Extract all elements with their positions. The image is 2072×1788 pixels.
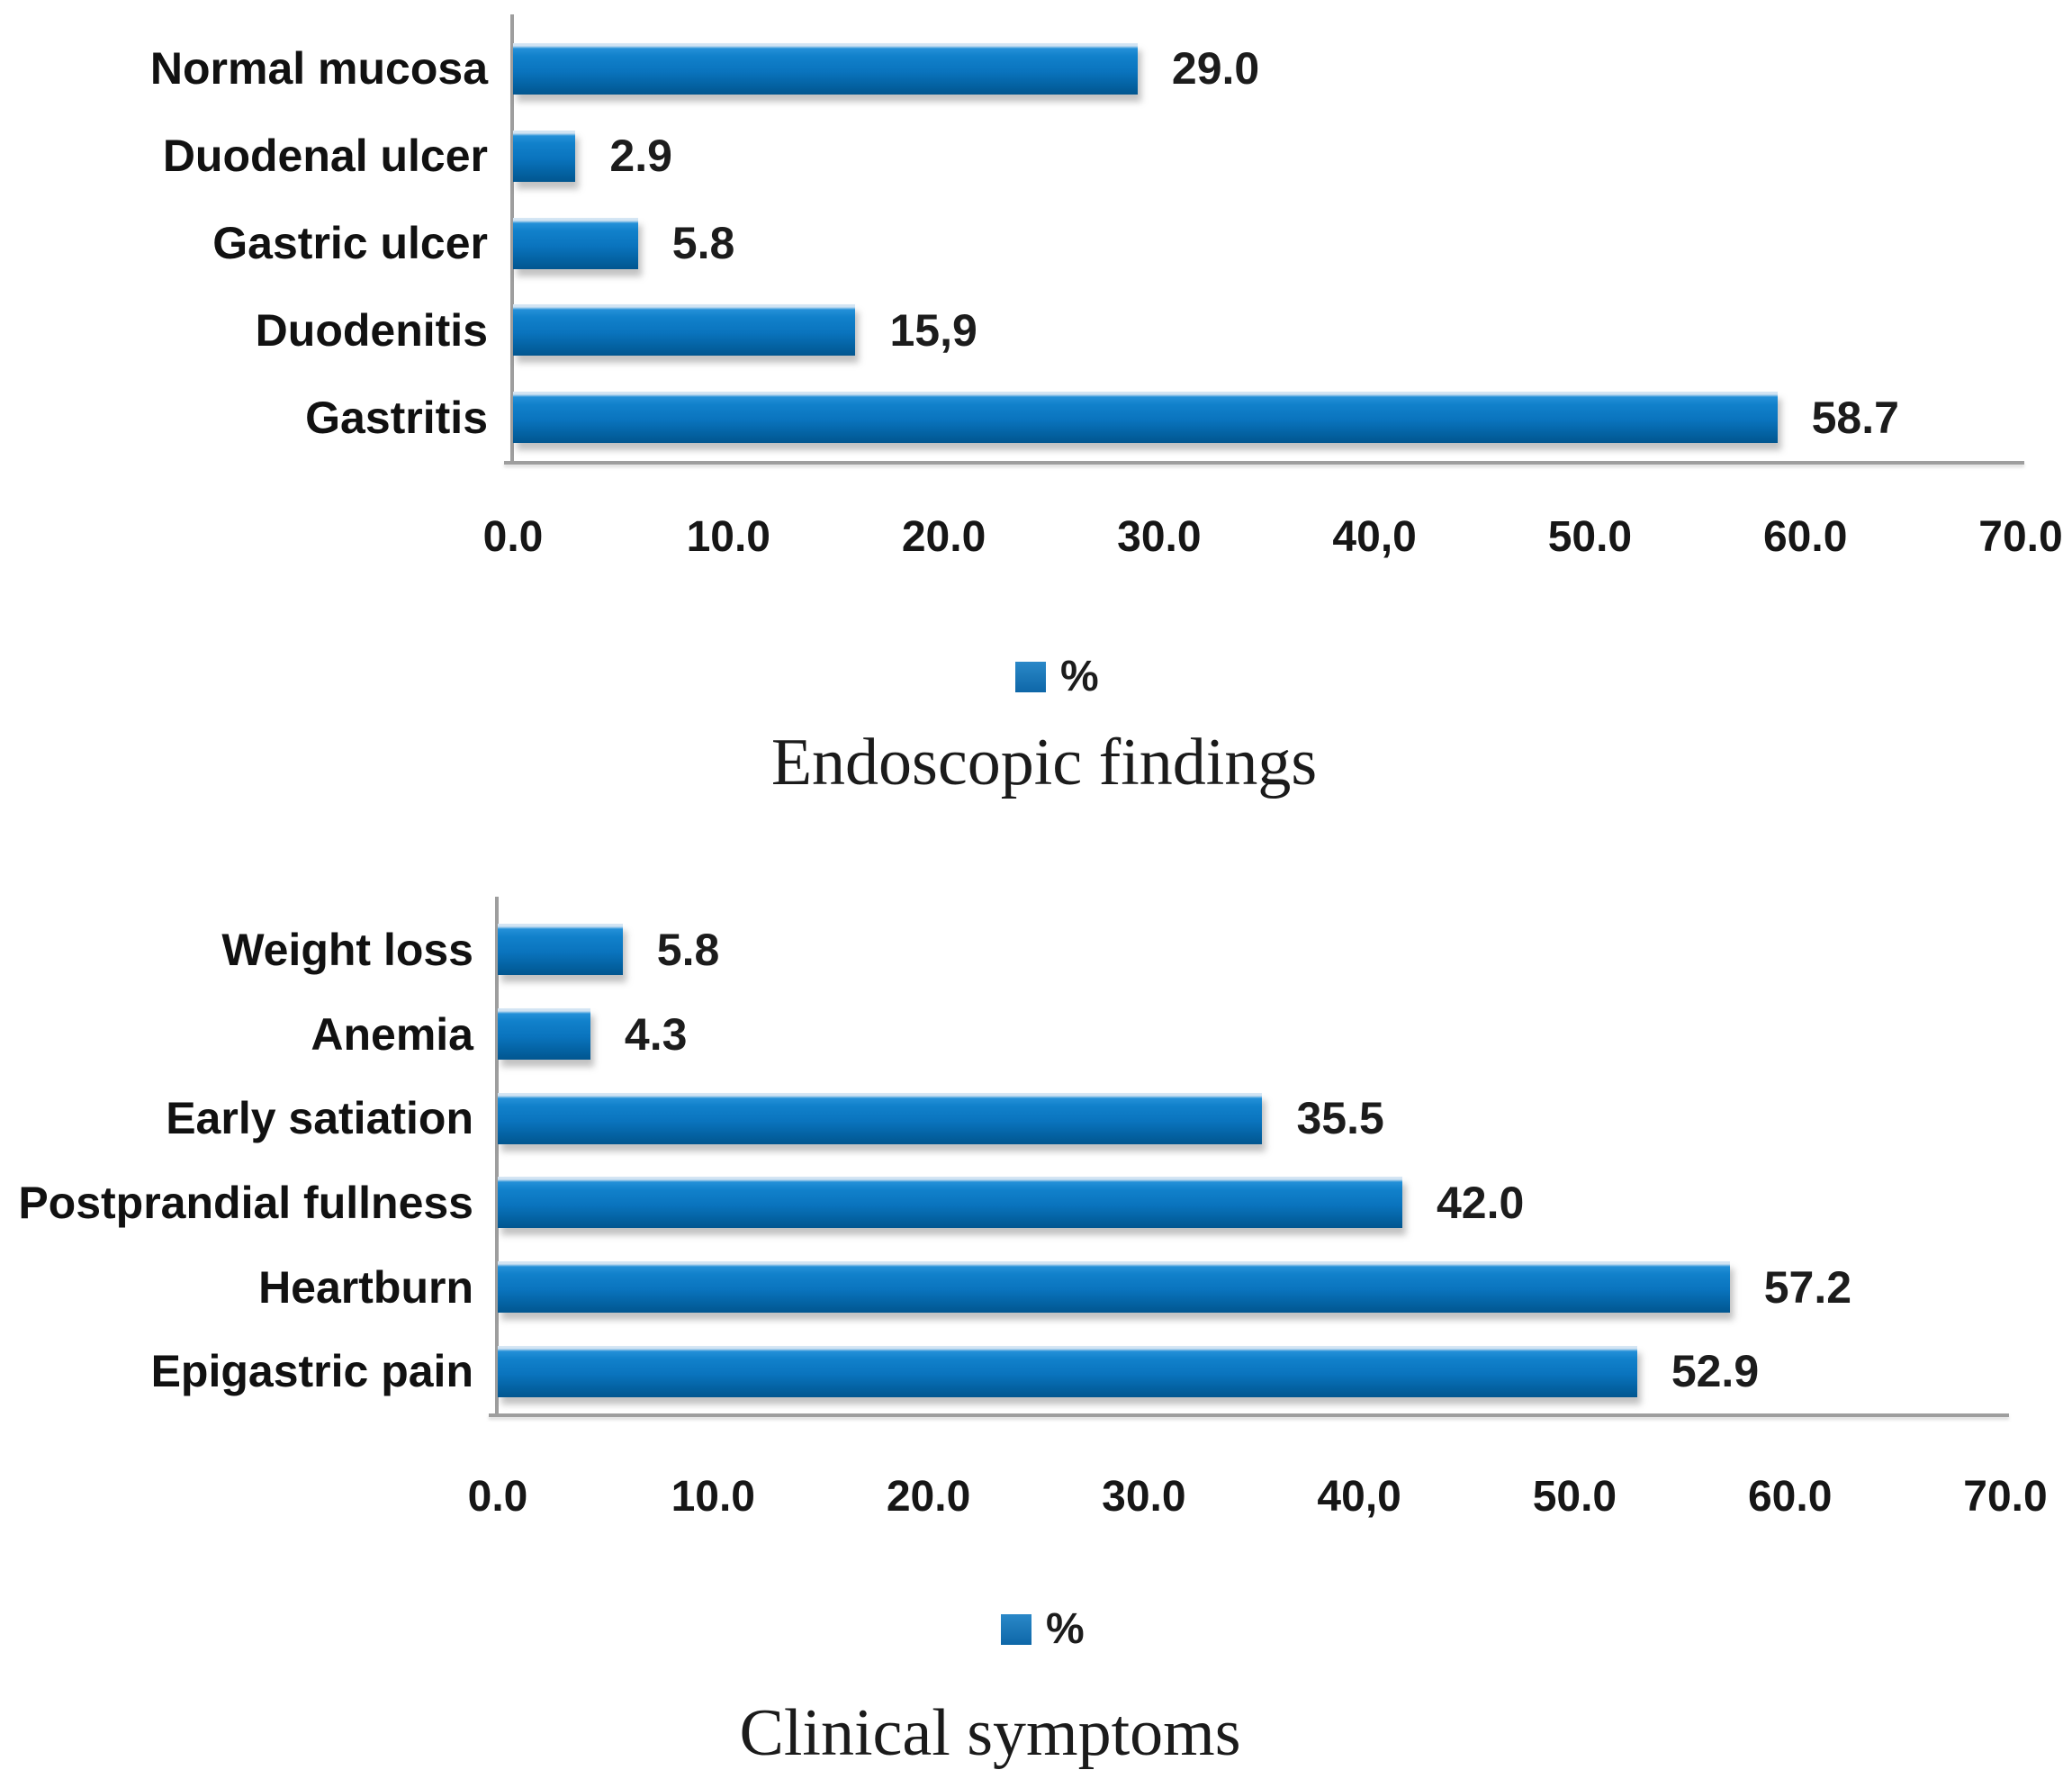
- x-tick-20.0: 20.0: [886, 1473, 971, 1521]
- bar-heartburn: [498, 1261, 1730, 1313]
- bar-epigastric-pain: [498, 1345, 1637, 1397]
- x-tick-20.0: 20.0: [901, 513, 986, 561]
- category-label-weight-loss: Weight loss: [221, 924, 473, 975]
- category-label-duodenitis: Duodenitis: [255, 304, 488, 356]
- legend-swatch-icon: [1015, 662, 1046, 692]
- x-tick-40,0: 40,0: [1317, 1473, 1401, 1521]
- x-tick-10.0: 10.0: [671, 1473, 755, 1521]
- x-tick-30.0: 30.0: [1117, 513, 1202, 561]
- x-tick-70.0: 70.0: [1978, 513, 2063, 561]
- bar-duodenitis: [513, 304, 856, 357]
- category-label-postprandial-fullness: Postprandial fullness: [18, 1177, 473, 1228]
- x-axis-line: [504, 461, 2024, 465]
- x-tick-60.0: 60.0: [1762, 513, 1848, 561]
- category-label-epigastric-pain: Epigastric pain: [150, 1346, 473, 1397]
- bar-anemia: [498, 1008, 590, 1060]
- value-label-epigastric-pain: 52.9: [1671, 1346, 1760, 1397]
- legend-swatch-icon: [1001, 1614, 1031, 1645]
- bar-postprandial-fullness: [498, 1177, 1402, 1229]
- category-label-normal-mucosa: Normal mucosa: [149, 43, 488, 95]
- value-label-anemia: 4.3: [624, 1008, 688, 1060]
- value-label-duodenal-ulcer: 2.9: [609, 131, 672, 182]
- bar-gastric-ulcer: [513, 217, 638, 269]
- legend-endoscopic: %: [1015, 653, 1099, 700]
- value-label-postprandial-fullness: 42.0: [1437, 1177, 1525, 1228]
- category-label-gastric-ulcer: Gastric ulcer: [212, 218, 488, 268]
- x-tick-50.0: 50.0: [1532, 1473, 1617, 1521]
- y-axis-line: [510, 14, 514, 461]
- category-label-heartburn: Heartburn: [258, 1261, 473, 1313]
- legend-label: %: [1060, 653, 1099, 700]
- x-tick-0.0: 0.0: [467, 1473, 528, 1521]
- category-label-anemia: Anemia: [311, 1008, 473, 1060]
- chart-title-endoscopic-findings: Endoscopic findings: [770, 726, 1318, 799]
- category-label-gastritis: Gastritis: [305, 392, 488, 443]
- legend-clinical: %: [1001, 1605, 1085, 1653]
- bar-duodenal-ulcer: [513, 130, 576, 182]
- value-label-weight-loss: 5.8: [656, 924, 720, 975]
- x-tick-70.0: 70.0: [1963, 1473, 2048, 1521]
- category-label-duodenal-ulcer: Duodenal ulcer: [162, 131, 488, 182]
- x-axis-line: [489, 1413, 2009, 1417]
- y-axis-line: [495, 897, 499, 1413]
- value-label-gastritis: 58.7: [1811, 392, 1899, 443]
- chart-title-clinical-symptoms: Clinical symptoms: [739, 1696, 1241, 1770]
- bar-normal-mucosa: [513, 42, 1138, 95]
- x-tick-60.0: 60.0: [1747, 1473, 1833, 1521]
- value-label-early-satiation: 35.5: [1296, 1093, 1384, 1144]
- category-label-early-satiation: Early satiation: [166, 1093, 473, 1144]
- x-tick-50.0: 50.0: [1547, 513, 1633, 561]
- x-tick-0.0: 0.0: [482, 513, 544, 561]
- x-tick-40,0: 40,0: [1332, 513, 1417, 561]
- value-label-gastric-ulcer: 5.8: [671, 218, 735, 268]
- x-tick-10.0: 10.0: [686, 513, 770, 561]
- legend-label: %: [1046, 1605, 1085, 1653]
- x-tick-30.0: 30.0: [1102, 1473, 1186, 1521]
- bar-weight-loss: [498, 924, 623, 976]
- bar-gastritis: [513, 392, 1778, 444]
- bar-early-satiation: [498, 1092, 1263, 1144]
- value-label-normal-mucosa: 29.0: [1171, 43, 1260, 95]
- value-label-duodenitis: 15,9: [889, 304, 977, 356]
- value-label-heartburn: 57.2: [1763, 1261, 1852, 1313]
